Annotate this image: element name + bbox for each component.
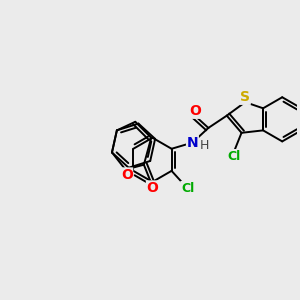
Text: H: H	[200, 139, 209, 152]
Text: O: O	[121, 168, 133, 182]
Text: Cl: Cl	[227, 150, 241, 163]
Text: O: O	[146, 181, 158, 195]
Text: Cl: Cl	[181, 182, 194, 194]
Text: O: O	[189, 104, 201, 118]
Text: S: S	[240, 90, 250, 104]
Text: N: N	[187, 136, 198, 150]
